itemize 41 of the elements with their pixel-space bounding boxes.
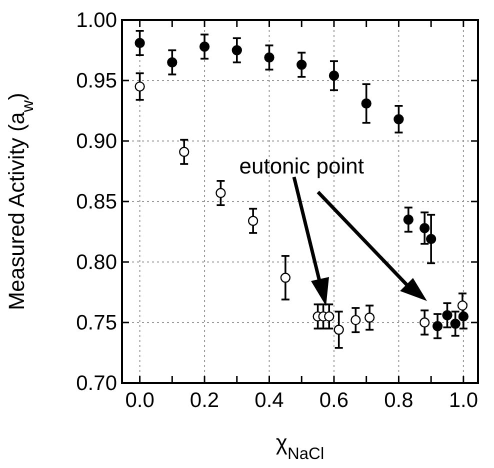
point: [394, 114, 404, 124]
point: [420, 317, 430, 328]
y-tick-label: 0.70: [76, 372, 117, 395]
point: [420, 223, 430, 234]
point: [216, 188, 226, 198]
x-tick-label: 0.8: [384, 389, 414, 412]
x-tick-label: 0.4: [254, 389, 284, 412]
x-axis-title: χ$_{NaCl}$: [276, 430, 324, 463]
y-tick-label: 0.90: [76, 130, 117, 153]
point: [364, 312, 375, 323]
point: [324, 311, 334, 322]
point: [361, 98, 372, 109]
y-tick-label: 1.00: [76, 9, 117, 32]
point: [134, 81, 145, 92]
point: [450, 318, 460, 329]
point: [248, 216, 258, 226]
point: [179, 146, 190, 157]
point: [167, 57, 178, 68]
point: [442, 310, 452, 320]
y-tick-label: 0.95: [76, 70, 117, 92]
x-tick-label: 1.0: [448, 389, 478, 412]
point: [280, 272, 291, 283]
y-tick-label: 0.85: [76, 190, 117, 214]
y-tick-label: 0.80: [76, 251, 117, 274]
point: [134, 38, 145, 48]
point: [403, 214, 414, 225]
point: [334, 324, 344, 335]
point: [432, 321, 443, 332]
x-tick-label: 0.0: [125, 389, 154, 412]
point: [328, 70, 340, 81]
point: [350, 314, 361, 326]
x-tick-label: 0.6: [319, 389, 349, 412]
point: [264, 52, 274, 63]
y-tick-label: 0.75: [76, 312, 117, 334]
point: [457, 300, 468, 311]
point: [296, 60, 307, 70]
point: [426, 234, 436, 244]
x-tick-label: 0.2: [190, 389, 220, 412]
annotation: eutonic point: [239, 154, 364, 179]
point: [199, 42, 210, 52]
point: [232, 45, 242, 56]
